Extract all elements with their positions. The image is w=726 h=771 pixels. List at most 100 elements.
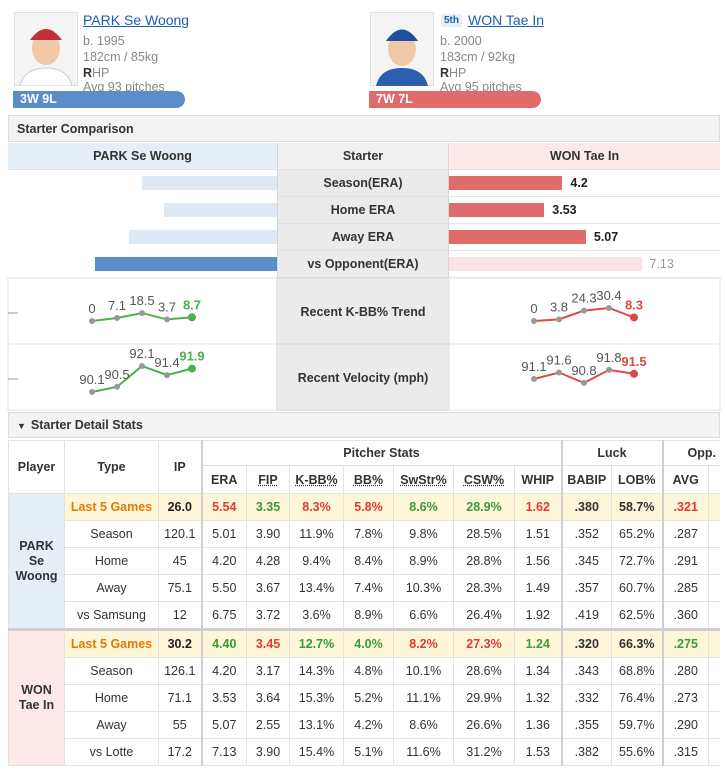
trend-point — [556, 316, 562, 323]
table-cell: 1.53 — [514, 738, 563, 766]
bar — [163, 203, 277, 217]
table-cell: vs Lotte — [64, 738, 159, 766]
collapse-icon[interactable]: ▼ — [17, 421, 26, 431]
table-cell: 4.2% — [343, 711, 394, 739]
group-header: Luck — [561, 440, 664, 466]
table-cell: 6.6% — [393, 601, 454, 630]
table-cell: Last 5 Games — [64, 493, 159, 521]
column-header: WHIP — [514, 465, 563, 494]
table-cell: Season — [64, 657, 159, 685]
table-cell: 3.17 — [246, 657, 290, 685]
table-cell: 3.64 — [246, 684, 290, 712]
table-cell: 58.7% — [611, 493, 664, 521]
trend-point — [188, 313, 196, 322]
column-label: WHIP — [521, 472, 555, 487]
table-cell: Season — [64, 520, 159, 548]
table-cell: 55 — [158, 711, 203, 739]
table-cell: 12 — [158, 601, 203, 630]
table-cell: 1.24 — [514, 628, 563, 658]
column-header: CSW% — [453, 465, 515, 494]
table-row: Away 75.1 5.50 3.67 13.4% 7.4% 10.3% 28.3% 1.49.… — [9, 574, 720, 602]
trend-point — [139, 363, 145, 369]
trend-point — [606, 305, 612, 311]
table-cell: 15.4% — [289, 738, 344, 766]
pitcher-photo — [370, 12, 434, 86]
table-cell: 7.8% — [343, 520, 394, 548]
table-cell: 11.9% — [289, 520, 344, 548]
table-cell: 1.51 — [514, 520, 563, 548]
trend-point — [114, 314, 120, 321]
table-cell: 28.6% — [453, 657, 515, 685]
bar — [449, 257, 642, 271]
table-cell: 5.07 — [201, 711, 247, 739]
table-row: WON Tae In Last 5 Games 30.2 4.40 3.45 12.7% 4… — [8, 628, 720, 766]
group-header: Pitcher Stats — [201, 440, 563, 466]
pitcher-body: 182cm / 85kg — [83, 50, 159, 64]
column-label: AVG — [672, 472, 699, 487]
table-cell: 8.9% — [343, 601, 394, 630]
trend-point — [531, 376, 537, 382]
table-cell: 8.9% — [393, 547, 454, 575]
record-bar: 7W 7L — [369, 91, 541, 108]
player-cell: PARK Se Woong — [8, 493, 65, 630]
trend-label: 90.1 — [79, 372, 104, 387]
table-cell: 1.32 — [514, 684, 563, 712]
trend-label: 7.1 — [108, 298, 126, 313]
pitcher-throws: RHP — [440, 66, 467, 80]
table-cell: 3.90 — [246, 738, 290, 766]
column-header: Player — [8, 440, 65, 494]
pitcher-name[interactable]: WON Tae In — [468, 12, 544, 28]
pitcher-photo — [14, 12, 78, 86]
trend-label: 0 — [530, 301, 537, 316]
table-cell: .382 — [561, 738, 612, 766]
group-header: Opp. — [662, 440, 720, 466]
column-header: LOB% — [611, 465, 664, 494]
table-cell: 3.67 — [246, 574, 290, 602]
table-cell: 8.2% — [393, 628, 454, 658]
table-cell: .291 — [662, 547, 709, 575]
table-cell: 1.92 — [514, 601, 563, 630]
trend-point — [630, 369, 638, 378]
table-cell: 68.8% — [611, 657, 664, 685]
pitcher-throws: RHP — [83, 66, 110, 80]
table-row: Away 55 5.07 2.55 13.1% 4.2% 8.6% 26.6% 1.36.355… — [9, 711, 720, 739]
table-cell: 1.34 — [514, 657, 563, 685]
table-cell: .273 — [662, 684, 709, 712]
player-cell: WON Tae In — [8, 628, 65, 766]
table-cell: 1.49 — [514, 574, 563, 602]
table-row: vs Samsung 12 6.75 3.72 3.6% 8.9% 6.6% 26.4% 1.9… — [9, 601, 720, 630]
table-cell: 13.4% — [289, 574, 344, 602]
row-cell — [449, 170, 720, 197]
table-cell: 4.0% — [343, 628, 394, 658]
table-cell: .345 — [561, 547, 612, 575]
trend-point — [606, 366, 612, 373]
table-cell: 8.4% — [343, 547, 394, 575]
trend-point — [139, 310, 145, 317]
detail-table-wrap: Player Type IP Pitcher Stats Luck Opp. ERA FIP K… — [8, 440, 720, 766]
trend-label: 3.8 — [550, 299, 568, 314]
pitcher-pitches: Avg 95 pitches — [440, 80, 522, 94]
trend-point — [188, 364, 196, 373]
trend-label: 24.3 — [571, 291, 596, 306]
table-cell: .360 — [662, 601, 709, 630]
column-header: SwStr% — [393, 465, 454, 494]
column-header: BABIP — [561, 465, 612, 494]
table-cell: .287 — [662, 520, 709, 548]
trend-label: 0 — [88, 301, 95, 316]
table-cell: 1.36 — [514, 711, 563, 739]
table-cell: 14.3% — [289, 657, 344, 685]
detail-table: Player Type IP Pitcher Stats Luck Opp. ERA FIP K… — [8, 440, 720, 766]
table-cell: 66.3% — [611, 628, 664, 658]
table-cell: 29.9% — [453, 684, 515, 712]
table-cell: 26.0 — [158, 493, 203, 521]
table-cell: .380 — [561, 493, 612, 521]
row-label: vs Opponent(ERA) — [277, 251, 449, 278]
table-cell: 3.72 — [246, 601, 290, 630]
table-cell: 45 — [158, 547, 203, 575]
pitcher-name[interactable]: PARK Se Woong — [83, 12, 190, 28]
table-cell: 4.8% — [343, 657, 394, 685]
table-cell: 7.4% — [343, 574, 394, 602]
table-cell: 5.54 — [201, 493, 247, 521]
section-title: Starter Detail Stats — [30, 418, 143, 432]
